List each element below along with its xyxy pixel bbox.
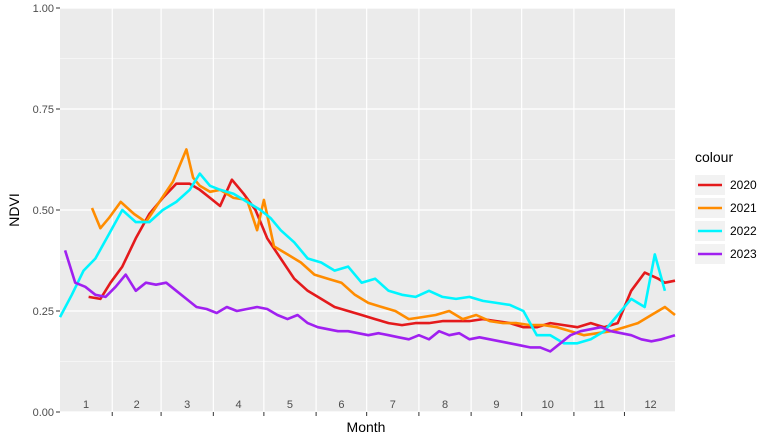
legend-title: colour bbox=[695, 149, 733, 165]
x-tick-label: 5 bbox=[287, 399, 293, 411]
series-line-2022 bbox=[58, 172, 667, 345]
series-line-2021 bbox=[90, 148, 676, 337]
x-tick-label: 12 bbox=[644, 399, 656, 411]
x-tick-label: 11 bbox=[593, 399, 604, 411]
y-axis-title: NDVI bbox=[6, 193, 22, 226]
x-tick-label: 8 bbox=[442, 399, 448, 411]
x-tick-label: 4 bbox=[236, 399, 242, 411]
series-line-2020 bbox=[88, 178, 676, 329]
legend-label-2020: 2020 bbox=[730, 178, 757, 192]
legend-label-2023: 2023 bbox=[730, 247, 757, 261]
series-line-2023 bbox=[63, 250, 676, 353]
legend-label-2021: 2021 bbox=[730, 201, 757, 215]
legend: colour 2020 2021 2022 2023 bbox=[695, 149, 757, 264]
x-tick-label: 10 bbox=[542, 399, 554, 411]
x-tick-label: 2 bbox=[134, 399, 140, 411]
y-tick-label: 0.00 bbox=[33, 407, 54, 419]
y-tick-label: 1.00 bbox=[33, 3, 54, 15]
x-axis: 1 2 3 4 5 6 7 8 9 10 11 12 bbox=[83, 399, 657, 416]
x-tick-label: 7 bbox=[390, 399, 396, 411]
y-tick-label: 0.25 bbox=[33, 306, 54, 318]
x-tick-label: 1 bbox=[83, 399, 89, 411]
legend-label-2022: 2022 bbox=[730, 224, 757, 238]
y-axis: 0.00 0.25 0.50 0.75 1.00 bbox=[33, 3, 60, 419]
series-lines bbox=[58, 148, 676, 353]
y-tick-label: 0.75 bbox=[33, 104, 54, 116]
x-tick-label: 6 bbox=[338, 399, 344, 411]
x-tick-label: 9 bbox=[493, 399, 499, 411]
x-tick-label: 3 bbox=[184, 399, 190, 411]
y-tick-label: 0.50 bbox=[33, 205, 54, 217]
x-axis-title: Month bbox=[347, 419, 386, 435]
